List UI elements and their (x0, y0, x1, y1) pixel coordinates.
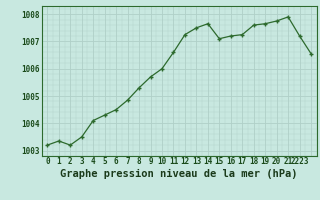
X-axis label: Graphe pression niveau de la mer (hPa): Graphe pression niveau de la mer (hPa) (60, 169, 298, 179)
